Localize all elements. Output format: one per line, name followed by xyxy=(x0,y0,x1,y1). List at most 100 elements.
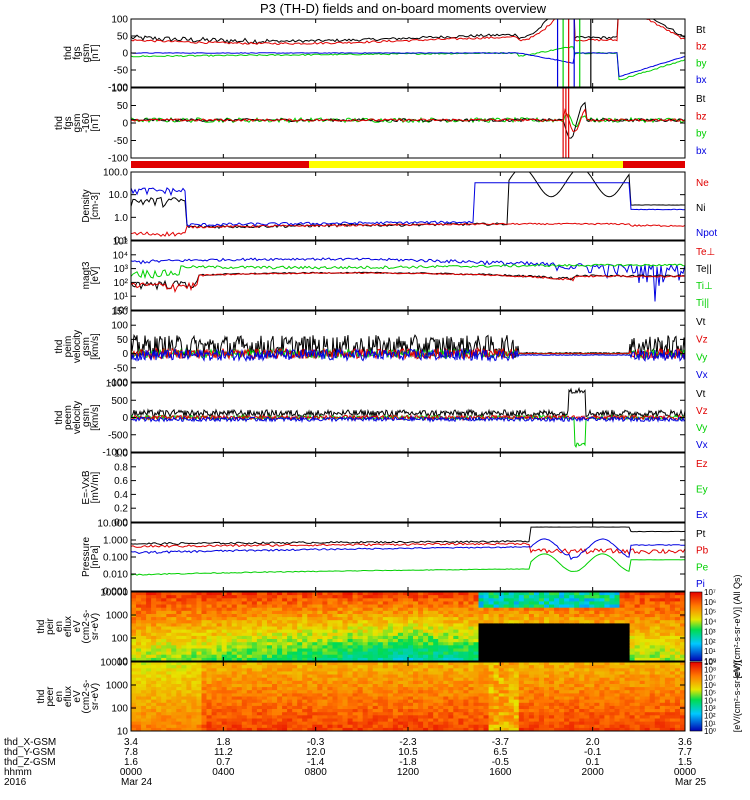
heatmap-cell xyxy=(382,620,389,624)
heatmap-cell xyxy=(307,724,313,729)
heatmap-cell xyxy=(327,617,333,621)
heatmap-cell xyxy=(564,680,570,685)
heatmap-cell xyxy=(458,684,464,688)
heatmap-cell xyxy=(292,639,298,643)
heatmap-cell xyxy=(423,607,429,612)
heatmap-cell xyxy=(387,687,394,691)
heatmap-cell xyxy=(277,657,283,661)
heatmap-cell xyxy=(443,645,449,649)
heatmap-cell xyxy=(418,727,424,731)
heatmap-cell xyxy=(196,592,203,596)
heatmap-cell xyxy=(256,645,263,649)
heatmap-cell xyxy=(292,657,298,661)
heatmap-cell xyxy=(362,684,369,688)
y-axis-label: [nT] xyxy=(90,114,101,131)
heatmap-cell xyxy=(528,635,535,640)
heatmap-cell xyxy=(649,604,656,609)
heatmap-cell xyxy=(528,696,535,701)
heatmap-cell xyxy=(256,715,263,719)
heatmap-cell xyxy=(403,693,409,698)
heatmap-cell xyxy=(362,674,369,679)
heatmap-cell xyxy=(322,629,328,634)
heatmap-cell xyxy=(367,709,374,713)
heatmap-cell xyxy=(397,595,404,599)
heatmap-cell xyxy=(549,629,555,634)
heatmap-cell xyxy=(574,626,580,631)
heatmap-cell xyxy=(392,617,399,621)
heatmap-cell xyxy=(327,648,333,653)
heatmap-cell xyxy=(206,665,213,669)
heatmap-cell xyxy=(528,724,535,729)
heatmap-cell xyxy=(408,604,414,609)
heatmap-cell xyxy=(448,668,454,672)
heatmap-cell xyxy=(654,639,661,643)
heatmap-cell xyxy=(669,614,676,618)
heatmap-cell xyxy=(322,727,328,731)
heatmap-cell xyxy=(347,601,354,606)
heatmap-cell xyxy=(387,604,394,609)
heatmap-cell xyxy=(231,623,238,628)
heatmap-cell xyxy=(141,632,147,637)
heatmap-cell xyxy=(261,654,268,659)
heatmap-cell xyxy=(297,662,303,666)
heatmap-cell xyxy=(196,665,203,669)
heatmap-cell xyxy=(171,657,177,661)
heatmap-cell xyxy=(639,651,646,656)
heatmap-cell xyxy=(282,671,288,676)
heatmap-cell xyxy=(619,657,626,661)
heatmap-cell xyxy=(201,635,208,640)
heatmap-cell xyxy=(166,598,172,602)
heatmap-cell xyxy=(261,626,268,631)
heatmap-cell xyxy=(141,718,147,723)
heatmap-cell xyxy=(176,721,182,726)
y-axis-label: [km/s] xyxy=(90,404,101,431)
heatmap-cell xyxy=(518,668,525,672)
heatmap-cell xyxy=(392,604,399,609)
heatmap-cell xyxy=(302,727,308,731)
heatmap-cell xyxy=(302,598,308,602)
y-tick-label: 0.8 xyxy=(114,462,128,473)
heatmap-cell xyxy=(609,601,616,606)
heatmap-cell xyxy=(337,709,344,713)
heatmap-cell xyxy=(151,712,157,716)
heatmap-cell xyxy=(493,595,500,599)
heatmap-cell xyxy=(352,595,359,599)
heatmap-cell xyxy=(428,696,434,701)
heatmap-cell xyxy=(518,687,525,691)
heatmap-cell xyxy=(403,709,409,713)
heatmap-cell xyxy=(377,626,384,631)
heatmap-cell xyxy=(186,705,192,710)
heatmap-cell xyxy=(307,674,313,679)
heatmap-cell xyxy=(403,702,409,707)
heatmap-cell xyxy=(256,724,263,729)
heatmap-cell xyxy=(533,671,540,676)
heatmap-cell xyxy=(413,699,419,704)
heatmap-cell xyxy=(614,712,621,716)
heatmap-cell xyxy=(463,668,469,672)
heatmap-cell xyxy=(523,648,530,653)
heatmap-cell xyxy=(413,632,419,637)
heatmap-cell xyxy=(397,592,404,596)
y-tick-label: 0.4 xyxy=(114,490,128,501)
heatmap-cell xyxy=(246,654,253,659)
heatmap-cell xyxy=(458,604,464,609)
heatmap-cell xyxy=(599,721,605,726)
heatmap-cell xyxy=(569,684,575,688)
heatmap-cell xyxy=(518,684,525,688)
heatmap-cell xyxy=(372,724,379,729)
heatmap-cell xyxy=(131,690,137,694)
heatmap-cell xyxy=(241,592,248,596)
heatmap-cell xyxy=(277,642,283,646)
heatmap-cell xyxy=(231,651,238,656)
heatmap-cell xyxy=(538,724,545,729)
heatmap-cell xyxy=(549,677,555,682)
heatmap-cell xyxy=(216,671,223,676)
heatmap-cell xyxy=(448,721,454,726)
heatmap-cell xyxy=(302,654,308,659)
heatmap-cell xyxy=(408,610,414,615)
heatmap-cell xyxy=(554,648,560,653)
heatmap-cell xyxy=(246,592,253,596)
heatmap-cell xyxy=(211,665,218,669)
heatmap-cell xyxy=(216,724,223,729)
heatmap-cell xyxy=(624,604,631,609)
